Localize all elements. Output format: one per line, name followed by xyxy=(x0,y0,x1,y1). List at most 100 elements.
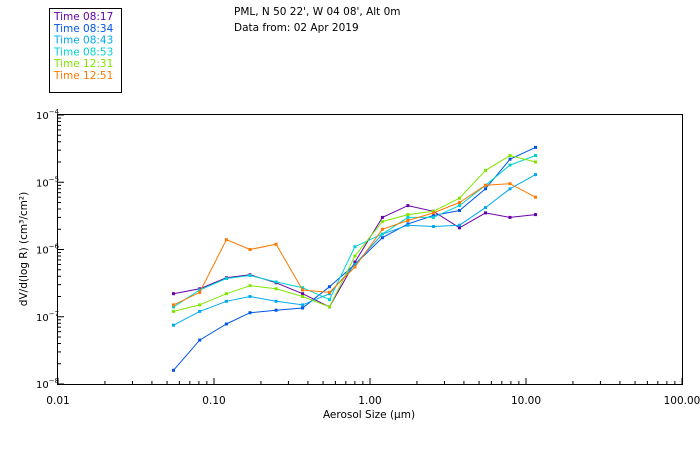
data-point xyxy=(198,290,202,294)
data-point xyxy=(458,196,461,200)
data-point xyxy=(508,157,512,161)
x-tick-label: 0.01 xyxy=(46,395,69,407)
data-point xyxy=(534,160,537,164)
y-tick-label: 10−5 xyxy=(36,175,59,189)
data-point xyxy=(248,284,252,288)
data-point xyxy=(458,223,461,227)
data-point xyxy=(458,201,461,204)
data-point xyxy=(534,145,537,149)
data-point xyxy=(508,215,512,219)
series-5 xyxy=(172,182,537,307)
data-point xyxy=(484,187,487,191)
y-tick-label: 10−7 xyxy=(36,310,59,324)
x-axis-label: Aerosol Size (µm) xyxy=(323,409,415,421)
data-point xyxy=(328,290,331,294)
chart-title: PML, N 50 22', W 04 08', Alt 0m xyxy=(234,6,401,18)
data-point xyxy=(301,295,305,298)
data-point xyxy=(353,254,357,258)
data-point xyxy=(172,303,175,307)
data-point xyxy=(301,292,305,296)
data-point xyxy=(406,223,410,227)
data-point xyxy=(328,285,331,289)
y-tick-label: 10−6 xyxy=(36,243,60,257)
data-point xyxy=(301,306,305,310)
data-point xyxy=(274,308,278,312)
legend-item: Time 08:53 xyxy=(53,46,113,58)
data-point xyxy=(172,323,175,327)
x-tick-label: 10.00 xyxy=(511,395,541,407)
data-point xyxy=(406,204,410,208)
y-axis: 10−810−710−610−510−4 xyxy=(36,108,64,391)
data-point xyxy=(380,220,384,224)
data-point xyxy=(301,288,305,292)
y-tick-mantissa: 10 xyxy=(36,246,49,257)
data-point xyxy=(274,299,278,303)
data-point xyxy=(431,225,435,228)
data-point xyxy=(458,209,461,212)
legend-item: Time 08:34 xyxy=(53,23,114,35)
data-point xyxy=(406,215,410,219)
y-tick-mantissa: 10 xyxy=(36,313,49,324)
data-point xyxy=(224,292,228,296)
data-point xyxy=(353,245,357,249)
data-point xyxy=(172,305,175,309)
x-tick-label: 1.00 xyxy=(358,395,381,407)
series-4 xyxy=(172,154,537,313)
data-point xyxy=(508,182,512,186)
y-tick-mantissa: 10 xyxy=(36,380,49,391)
data-point xyxy=(353,265,357,269)
series-layer xyxy=(172,145,537,372)
y-tick-exponent: −6 xyxy=(49,243,60,251)
data-point xyxy=(458,204,461,208)
legend-item: Time 08:17 xyxy=(53,11,113,23)
legend-item: Time 12:31 xyxy=(53,58,113,70)
data-point xyxy=(198,338,202,342)
x-tick-label: 100.00 xyxy=(664,395,700,407)
data-point xyxy=(224,322,228,326)
series-3 xyxy=(172,154,537,309)
data-point xyxy=(380,236,384,240)
data-point xyxy=(380,215,384,219)
data-point xyxy=(458,226,461,230)
data-point xyxy=(508,154,512,157)
data-point xyxy=(328,298,331,302)
x-axis: 0.01 0.10 1.00 10.00 100.00 xyxy=(46,378,700,407)
data-point xyxy=(431,211,435,215)
legend-item: Time 08:43 xyxy=(53,35,113,47)
data-point xyxy=(248,295,252,298)
data-point xyxy=(534,154,537,157)
data-point xyxy=(172,309,175,313)
data-point xyxy=(224,277,228,280)
y-tick-exponent: −4 xyxy=(49,108,60,116)
data-point xyxy=(328,305,331,309)
data-point xyxy=(353,260,357,264)
data-point xyxy=(274,280,278,284)
data-point xyxy=(484,183,487,187)
data-point xyxy=(508,187,512,191)
data-point xyxy=(172,292,175,296)
data-point xyxy=(406,213,410,217)
data-point xyxy=(380,232,384,236)
data-point xyxy=(431,214,435,217)
y-tick-mantissa: 10 xyxy=(36,111,49,122)
y-tick-exponent: −7 xyxy=(49,310,59,318)
data-point xyxy=(431,209,435,213)
data-point xyxy=(301,303,305,307)
y-axis-label: dV/d(log R) (cm³/cm²) xyxy=(18,192,30,306)
data-point xyxy=(248,248,252,251)
data-point xyxy=(534,173,537,177)
data-point xyxy=(534,213,537,217)
x-tick-label: 0.10 xyxy=(202,395,225,407)
data-point xyxy=(534,195,537,199)
y-tick-label: 10−8 xyxy=(36,377,59,391)
plot-frame xyxy=(57,114,683,385)
data-point xyxy=(484,211,487,215)
data-point xyxy=(198,303,202,307)
y-tick-exponent: −8 xyxy=(49,377,59,385)
data-point xyxy=(274,287,278,291)
data-point xyxy=(248,274,252,277)
legend-item: Time 12:51 xyxy=(53,70,113,82)
